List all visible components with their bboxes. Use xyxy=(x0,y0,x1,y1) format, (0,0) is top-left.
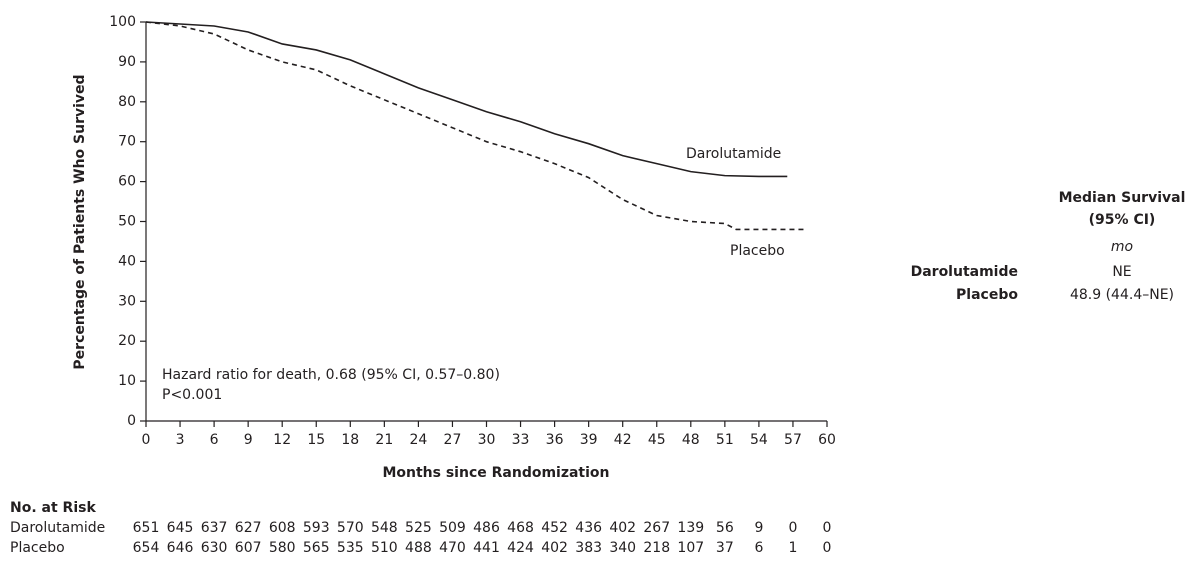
risk-count: 651 xyxy=(133,520,160,536)
x-tick-label: 54 xyxy=(750,432,768,448)
x-tick-label: 21 xyxy=(375,432,393,448)
risk-count: 424 xyxy=(507,540,534,556)
risk-count: 627 xyxy=(235,520,262,536)
risk-title: No. at Risk xyxy=(10,500,96,516)
risk-count: 0 xyxy=(788,520,797,536)
x-tick-label: 60 xyxy=(818,432,836,448)
annotation: P<0.001 xyxy=(162,387,222,403)
risk-count: 383 xyxy=(575,540,602,556)
risk-count: 139 xyxy=(677,520,704,536)
x-tick-label: 30 xyxy=(478,432,496,448)
x-tick-label: 39 xyxy=(580,432,598,448)
x-tick-label: 12 xyxy=(273,432,291,448)
risk-count: 645 xyxy=(167,520,194,536)
y-tick-label: 40 xyxy=(118,253,136,269)
x-tick-label: 0 xyxy=(142,432,151,448)
x-tick-label: 45 xyxy=(648,432,666,448)
risk-count: 654 xyxy=(133,540,160,556)
risk-count: 548 xyxy=(371,520,398,536)
y-tick-label: 0 xyxy=(127,413,136,429)
x-tick-label: 27 xyxy=(444,432,462,448)
risk-count: 470 xyxy=(439,540,466,556)
row-label: Placebo xyxy=(956,287,1018,303)
y-tick-label: 80 xyxy=(118,94,136,110)
x-tick-label: 6 xyxy=(210,432,219,448)
risk-count: 646 xyxy=(167,540,194,556)
row-label: Darolutamide xyxy=(911,264,1018,280)
risk-count: 56 xyxy=(716,520,734,536)
x-tick-label: 57 xyxy=(784,432,802,448)
risk-count: 593 xyxy=(303,520,330,536)
y-tick-label: 20 xyxy=(118,333,136,349)
x-tick-label: 18 xyxy=(341,432,359,448)
annotation: Hazard ratio for death, 0.68 (95% CI, 0.… xyxy=(162,367,500,383)
series-label: Darolutamide xyxy=(686,146,781,162)
y-tick-label: 100 xyxy=(109,14,136,30)
x-tick-label: 42 xyxy=(614,432,632,448)
risk-count: 6 xyxy=(754,540,763,556)
risk-count: 436 xyxy=(575,520,602,536)
risk-count: 340 xyxy=(609,540,636,556)
y-tick-label: 10 xyxy=(118,373,136,389)
risk-count: 402 xyxy=(609,520,636,536)
x-tick-label: 48 xyxy=(682,432,700,448)
risk-count: 608 xyxy=(269,520,296,536)
y-tick-label: 50 xyxy=(118,214,136,230)
x-tick-label: 3 xyxy=(176,432,185,448)
risk-count: 0 xyxy=(823,540,832,556)
table-header: (95% CI) xyxy=(1089,212,1156,228)
x-tick-label: 36 xyxy=(546,432,564,448)
risk-count: 402 xyxy=(541,540,568,556)
risk-count: 486 xyxy=(473,520,500,536)
risk-count: 630 xyxy=(201,540,228,556)
risk-count: 1 xyxy=(788,540,797,556)
y-tick-label: 30 xyxy=(118,293,136,309)
survival-curve xyxy=(145,21,788,178)
x-tick-label: 24 xyxy=(409,432,427,448)
risk-count: 509 xyxy=(439,520,466,536)
y-axis-label: Percentage of Patients Who Survived xyxy=(72,74,88,369)
y-tick-label: 60 xyxy=(118,174,136,190)
risk-count: 267 xyxy=(643,520,670,536)
risk-count: 580 xyxy=(269,540,296,556)
risk-count: 570 xyxy=(337,520,364,536)
risk-count: 525 xyxy=(405,520,432,536)
risk-count: 510 xyxy=(371,540,398,556)
y-tick-label: 70 xyxy=(118,134,136,150)
risk-count: 0 xyxy=(823,520,832,536)
risk-count: 488 xyxy=(405,540,432,556)
risk-count: 107 xyxy=(677,540,704,556)
survival-curve xyxy=(145,21,805,231)
risk-count: 452 xyxy=(541,520,568,536)
y-tick-label: 90 xyxy=(118,54,136,70)
x-tick-label: 51 xyxy=(716,432,734,448)
risk-row-label: Darolutamide xyxy=(10,520,105,536)
risk-count: 441 xyxy=(473,540,500,556)
risk-count: 37 xyxy=(716,540,734,556)
risk-count: 535 xyxy=(337,540,364,556)
risk-count: 565 xyxy=(303,540,330,556)
x-tick-label: 9 xyxy=(244,432,253,448)
risk-count: 9 xyxy=(754,520,763,536)
risk-count: 607 xyxy=(235,540,262,556)
risk-count: 468 xyxy=(507,520,534,536)
table-unit: mo xyxy=(1111,239,1133,255)
x-tick-label: 33 xyxy=(512,432,530,448)
risk-row-label: Placebo xyxy=(10,540,65,556)
x-axis-label: Months since Randomization xyxy=(382,465,609,481)
table-header: Median Survival xyxy=(1059,190,1186,206)
x-tick-label: 15 xyxy=(307,432,325,448)
row-value: NE xyxy=(1112,264,1131,280)
risk-count: 637 xyxy=(201,520,228,536)
row-value: 48.9 (44.4–NE) xyxy=(1070,287,1174,303)
risk-count: 218 xyxy=(643,540,670,556)
series-label: Placebo xyxy=(730,243,785,259)
